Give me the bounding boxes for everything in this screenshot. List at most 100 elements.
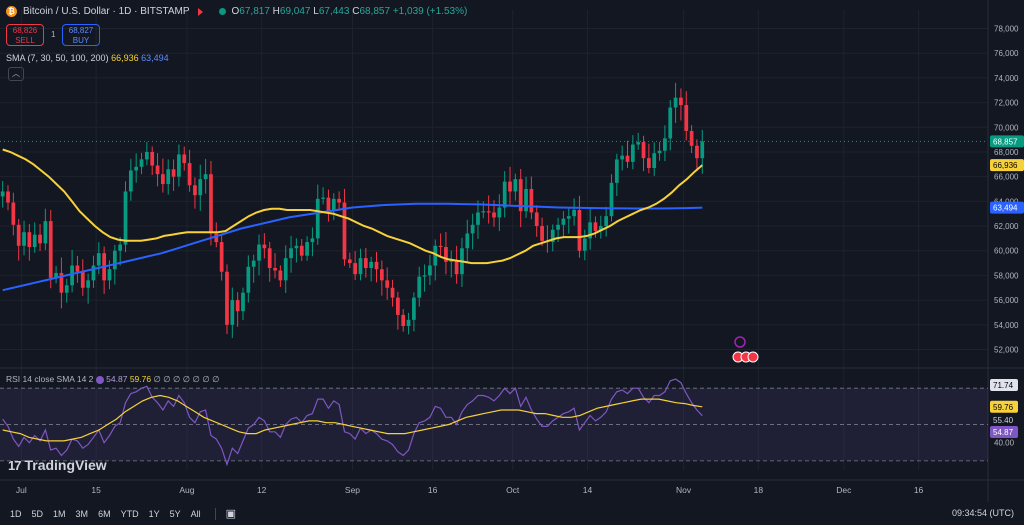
candle-body[interactable] <box>294 245 299 249</box>
candle-body[interactable] <box>385 280 390 288</box>
sma-legend[interactable]: SMA (7, 30, 50, 100, 200) 66,936 63,494 <box>6 53 169 63</box>
candle-body[interactable] <box>668 107 673 139</box>
date-range-icon[interactable]: ▣ <box>225 508 237 520</box>
candle-body[interactable] <box>22 232 26 246</box>
candle-body[interactable] <box>315 198 320 239</box>
rsi-settings-icon[interactable] <box>95 375 104 384</box>
candle-body[interactable] <box>369 261 374 269</box>
candle-body[interactable] <box>396 297 400 315</box>
candle-body[interactable] <box>353 263 358 275</box>
candle-body[interactable] <box>166 169 171 185</box>
candle-body[interactable] <box>433 245 438 266</box>
candle-body[interactable] <box>700 141 705 159</box>
range-all[interactable]: All <box>190 508 201 519</box>
candle-body[interactable] <box>577 209 582 251</box>
candle-body[interactable] <box>6 191 10 203</box>
candle-body[interactable] <box>112 250 117 270</box>
candle-body[interactable] <box>96 253 101 266</box>
candle-body[interactable] <box>428 265 432 276</box>
candle-body[interactable] <box>454 260 459 275</box>
candle-body[interactable] <box>38 234 42 244</box>
range-1d[interactable]: 1D <box>10 508 22 519</box>
candle-body[interactable] <box>214 233 219 243</box>
candle-body[interactable] <box>593 222 598 231</box>
candle-body[interactable] <box>374 261 379 270</box>
candle-body[interactable] <box>64 285 69 293</box>
candle-body[interactable] <box>289 248 293 259</box>
candle-body[interactable] <box>390 287 395 298</box>
range-5y[interactable]: 5Y <box>169 508 181 519</box>
candle-body[interactable] <box>225 271 229 325</box>
candle-body[interactable] <box>177 154 181 177</box>
candle-body[interactable] <box>262 244 267 249</box>
buy-button[interactable]: 68,827 BUY <box>62 24 100 46</box>
candle-body[interactable] <box>502 181 507 208</box>
candle-body[interactable] <box>566 216 571 219</box>
candle-body[interactable] <box>107 269 112 281</box>
candle-body[interactable] <box>70 265 74 286</box>
flag-icon[interactable] <box>197 7 203 16</box>
candle-body[interactable] <box>412 297 416 320</box>
collapse-legend-button[interactable]: ︿ <box>8 67 24 81</box>
clock[interactable]: 09:34:54 (UTC) <box>951 508 1014 518</box>
candle-body[interactable] <box>123 191 128 245</box>
candle-body[interactable] <box>187 163 192 186</box>
candle-body[interactable] <box>219 242 224 272</box>
candle-body[interactable] <box>118 244 123 251</box>
candle-body[interactable] <box>209 174 213 234</box>
candle-body[interactable] <box>144 151 149 160</box>
rsi-legend[interactable]: RSI 14 close SMA 14 2 54.87 59.76 ∅ ∅ ∅ … <box>6 374 220 384</box>
candle-body[interactable] <box>299 245 304 256</box>
candle-body[interactable] <box>401 314 406 327</box>
candle-body[interactable] <box>481 211 486 213</box>
candle-body[interactable] <box>444 247 448 262</box>
candle-body[interactable] <box>673 97 678 108</box>
candle-body[interactable] <box>550 229 555 243</box>
candle-body[interactable] <box>406 319 411 327</box>
candle-body[interactable] <box>235 300 240 312</box>
candle-body[interactable] <box>379 269 384 281</box>
candle-body[interactable] <box>80 271 85 288</box>
symbol-title[interactable]: Bitcoin / U.S. Dollar · 1D · BITSTAMP <box>23 6 190 17</box>
candle-body[interactable] <box>486 211 491 213</box>
range-3m[interactable]: 3M <box>75 508 89 519</box>
candle-body[interactable] <box>139 159 144 167</box>
candle-body[interactable] <box>492 212 496 218</box>
candle-body[interactable] <box>171 169 176 177</box>
candle-body[interactable] <box>582 238 587 251</box>
candle-body[interactable] <box>529 189 534 213</box>
candle-body[interactable] <box>155 165 160 175</box>
candle-body[interactable] <box>449 260 454 262</box>
candle-body[interactable] <box>556 224 560 230</box>
candle-body[interactable] <box>182 154 187 164</box>
candle-body[interactable] <box>652 153 657 169</box>
candle-body[interactable] <box>470 224 475 234</box>
candle-body[interactable] <box>337 198 341 203</box>
candle-body[interactable] <box>246 266 251 293</box>
range-ytd[interactable]: YTD <box>120 508 139 519</box>
candle-body[interactable] <box>609 182 614 217</box>
candle-body[interactable] <box>43 221 48 244</box>
candle-body[interactable] <box>128 170 133 192</box>
candle-body[interactable] <box>134 166 139 171</box>
candle-body[interactable] <box>32 234 37 248</box>
tradingview-logo[interactable]: 17 TradingView <box>8 457 107 473</box>
candle-body[interactable] <box>150 151 155 166</box>
candle-body[interactable] <box>534 212 539 227</box>
candle-body[interactable] <box>283 258 288 281</box>
range-1y[interactable]: 1Y <box>148 508 160 519</box>
candle-body[interactable] <box>598 226 603 231</box>
candle-body[interactable] <box>347 259 352 264</box>
candle-body[interactable] <box>657 150 662 154</box>
candle-body[interactable] <box>465 233 470 249</box>
candle-body[interactable] <box>614 159 619 183</box>
candle-body[interactable] <box>438 245 443 248</box>
candle-body[interactable] <box>636 142 641 145</box>
range-5d[interactable]: 5D <box>31 508 44 519</box>
candle-body[interactable] <box>16 224 21 246</box>
candle-body[interactable] <box>230 300 235 325</box>
candle-body[interactable] <box>241 292 245 312</box>
candle-body[interactable] <box>561 218 566 225</box>
candle-body[interactable] <box>273 268 277 271</box>
candle-body[interactable] <box>358 258 363 275</box>
